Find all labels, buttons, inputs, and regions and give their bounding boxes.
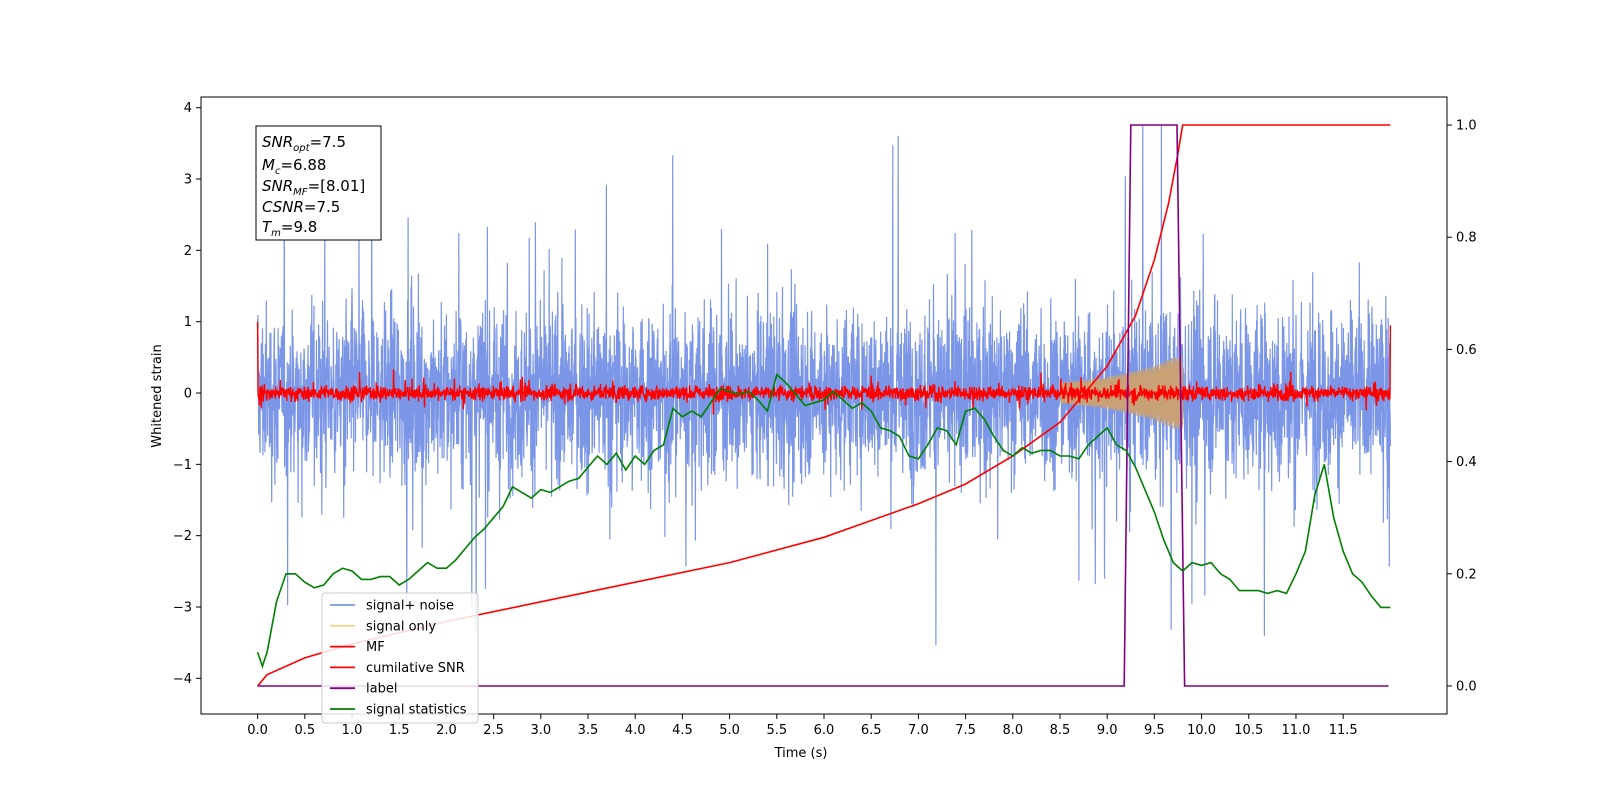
y-tick-label: 4 — [184, 101, 192, 116]
x-tick-label: 9.0 — [1097, 723, 1118, 738]
legend-label: signal+ noise — [366, 599, 454, 614]
x-tick-label: 1.0 — [342, 723, 363, 738]
legend-label: signal statistics — [366, 703, 467, 718]
legend-label: MF — [366, 640, 385, 655]
info-box-frame — [255, 125, 382, 241]
y-axis-label: Whitened strain — [150, 344, 165, 447]
x-tick-label: 5.5 — [766, 723, 787, 738]
x-tick-label: 5.0 — [719, 723, 740, 738]
info-mc: Mc=6.88 — [262, 156, 326, 177]
x-tick-label: 7.0 — [908, 723, 929, 738]
legend-frame — [321, 592, 479, 724]
y-tick-label: −3 — [173, 601, 192, 616]
x-tick-label: 4.0 — [625, 723, 646, 738]
y2-tick-label: 1.0 — [1456, 119, 1477, 134]
x-tick-label: 0.0 — [247, 723, 268, 738]
x-tick-label: 6.0 — [814, 723, 835, 738]
x-tick-label: 11.0 — [1281, 723, 1310, 738]
y-tick-label: 3 — [184, 173, 192, 188]
y-tick-label: 2 — [184, 244, 192, 259]
info-snr-opt: SNRopt=7.5 — [262, 133, 346, 154]
y2-tick-label: 0.6 — [1456, 343, 1477, 358]
y2-tick-label: 0.2 — [1456, 567, 1477, 582]
x-tick-label: 4.5 — [672, 723, 693, 738]
series-label-line — [257, 124, 1389, 687]
x-axis-label: Time (s) — [774, 746, 828, 761]
x-tick-label: 0.5 — [294, 723, 315, 738]
x-tick-label: 2.5 — [483, 723, 504, 738]
series-signal-statistics-line — [256, 373, 1391, 669]
x-tick-label: 2.0 — [436, 723, 457, 738]
x-tick-label: 10.5 — [1234, 723, 1263, 738]
legend-label: label — [366, 682, 397, 697]
info-tm: Tm=9.8 — [262, 218, 317, 239]
x-tick-label: 10.0 — [1187, 723, 1216, 738]
info-box: SNRopt=7.5 Mc=6.88 SNRMF=[8.01] CSNR=7.5… — [255, 125, 382, 241]
info-csnr: CSNR=7.5 — [262, 198, 340, 216]
x-tick-label: 1.5 — [389, 723, 410, 738]
y2-tick-label: 0.4 — [1456, 455, 1477, 470]
y-tick-label: 1 — [184, 315, 192, 330]
x-tick-label: 8.5 — [1050, 723, 1071, 738]
y-tick-label: −4 — [173, 672, 192, 687]
y-tick-label: −2 — [173, 529, 192, 544]
x-tick-label: 6.5 — [861, 723, 882, 738]
y2-tick-label: 0.8 — [1456, 231, 1477, 246]
y-tick-label: −1 — [173, 458, 192, 473]
x-tick-label: 9.5 — [1144, 723, 1165, 738]
x-tick-label: 11.5 — [1329, 723, 1358, 738]
legend-label: signal only — [366, 619, 436, 634]
legend-label: cumilative SNR — [366, 661, 465, 676]
x-tick-label: 3.0 — [530, 723, 551, 738]
x-tick-label: 7.5 — [955, 723, 976, 738]
series-signal-noise-line — [257, 125, 1391, 646]
y2-tick-label: 0.0 — [1456, 679, 1477, 694]
x-tick-label: 3.5 — [578, 723, 599, 738]
axes-layer: 0.0 0.5 1.0 1.5 2.0 2.5 3.0 3.5 4.0 4.5 5.0 5.5 6.0 6… — [173, 96, 1477, 738]
y-tick-label: 0 — [184, 387, 192, 402]
legend: signal+ noise signal only MF cumilative SNR… — [321, 592, 479, 724]
info-snr-mf: SNRMF=[8.01] — [262, 177, 365, 198]
x-tick-label: 8.0 — [1002, 723, 1023, 738]
